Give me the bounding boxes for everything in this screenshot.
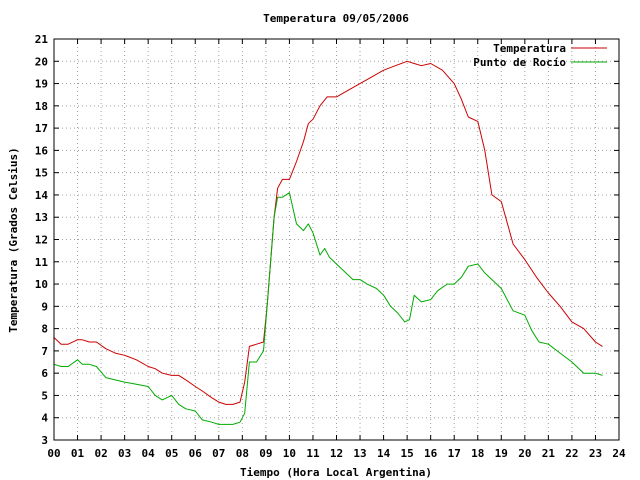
y-tick-label: 18 (35, 100, 48, 113)
y-tick-label: 17 (35, 122, 48, 135)
x-tick-label: 24 (612, 447, 626, 460)
y-tick-label: 13 (35, 211, 48, 224)
series-line-punto-de-rocio (53, 192, 603, 425)
x-tick-label: 01 (71, 447, 85, 460)
legend-label-temperatura: Temperatura (493, 42, 566, 55)
y-tick-label: 10 (35, 278, 48, 291)
x-tick-label: 19 (495, 447, 508, 460)
y-tick-label: 19 (35, 78, 48, 91)
x-tick-label: 02 (94, 447, 107, 460)
x-tick-label: 18 (471, 447, 484, 460)
x-tick-label: 23 (589, 447, 602, 460)
chart-title: Temperatura 09/05/2006 (263, 12, 409, 25)
y-tick-label: 7 (41, 345, 48, 358)
x-tick-label: 17 (448, 447, 461, 460)
x-axis-ticks: 00 01 02 03 04 05 06 07 08 09 10 11 12 13 14 15 16 17 18 19… (47, 39, 626, 460)
legend-label-punto-de-rocio: Punto de Rocío (473, 56, 566, 69)
plot-frame (53, 38, 620, 441)
y-tick-label: 15 (35, 167, 48, 180)
y-tick-label: 9 (41, 300, 48, 313)
legend: Temperatura Punto de Rocío (473, 42, 607, 69)
x-tick-label: 11 (306, 447, 320, 460)
x-tick-label: 10 (283, 447, 296, 460)
y-tick-label: 3 (41, 434, 48, 447)
y-tick-label: 4 (41, 412, 48, 425)
grid (54, 39, 619, 440)
x-tick-label: 00 (47, 447, 60, 460)
y-tick-label: 14 (35, 189, 49, 202)
x-tick-label: 09 (259, 447, 272, 460)
x-tick-label: 03 (118, 447, 131, 460)
y-axis-ticks: 3 4 5 6 7 8 9 10 11 12 13 14 15 16 17 18 19 20 21 (35, 33, 619, 447)
x-tick-label: 22 (565, 447, 578, 460)
y-tick-label: 8 (41, 323, 48, 336)
x-tick-label: 21 (542, 447, 556, 460)
x-tick-label: 07 (212, 447, 225, 460)
y-tick-label: 12 (35, 234, 48, 247)
y-tick-label: 21 (35, 33, 49, 46)
x-tick-label: 05 (165, 447, 178, 460)
y-tick-label: 5 (41, 389, 48, 402)
y-axis-label: Temperatura (Grados Celsius) (7, 147, 20, 332)
x-tick-label: 06 (189, 447, 203, 460)
y-tick-label: 20 (35, 55, 48, 68)
x-tick-label: 04 (142, 447, 156, 460)
x-tick-label: 16 (424, 447, 438, 460)
series-line-temperatura (53, 60, 603, 405)
x-tick-label: 13 (353, 447, 366, 460)
y-tick-label: 6 (41, 367, 48, 380)
x-tick-label: 14 (377, 447, 391, 460)
x-tick-label: 08 (236, 447, 249, 460)
x-tick-label: 15 (401, 447, 414, 460)
x-tick-label: 20 (518, 447, 531, 460)
x-tick-label: 12 (330, 447, 343, 460)
series-group (53, 60, 603, 425)
y-tick-label: 11 (35, 256, 49, 269)
x-axis-label: Tiempo (Hora Local Argentina) (240, 466, 432, 479)
y-tick-label: 16 (35, 144, 49, 157)
